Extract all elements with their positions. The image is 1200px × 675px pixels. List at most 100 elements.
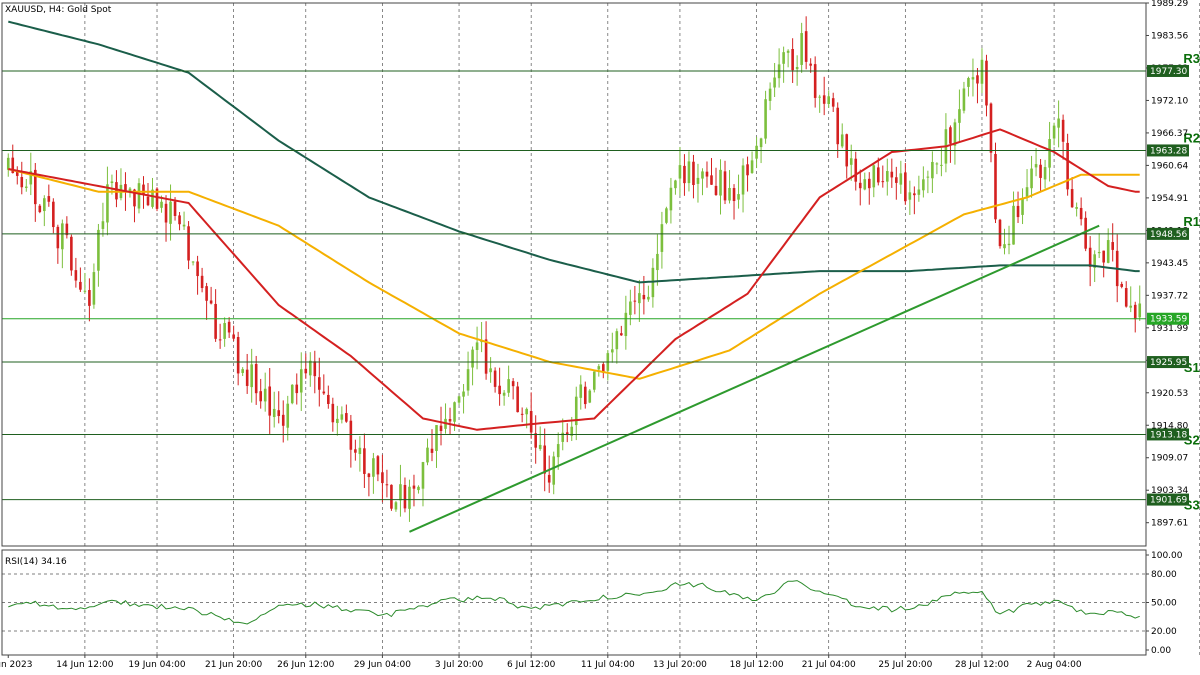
rsi-tick-label: 0.00	[1151, 646, 1171, 656]
candle-body	[967, 78, 970, 87]
candle-body	[669, 187, 673, 211]
candle-body	[471, 349, 474, 368]
candle-body	[480, 341, 483, 343]
candle-body	[719, 169, 722, 196]
candle-body	[88, 290, 91, 306]
candle-body	[633, 300, 637, 302]
candle-body	[56, 226, 60, 249]
ma-mid-line	[8, 168, 1140, 380]
candle-body	[124, 184, 127, 192]
candle-body	[272, 408, 276, 418]
candle-body	[737, 194, 740, 200]
candle-body	[665, 208, 668, 223]
level-price-tag	[1147, 227, 1189, 240]
candle-body	[268, 386, 272, 416]
level-price-tag	[1147, 493, 1189, 506]
candle-body	[358, 447, 362, 455]
candle-body	[65, 223, 69, 236]
candle-body	[755, 145, 758, 159]
candle-body	[876, 167, 880, 183]
time-tick-label: 2 Aug 04:00	[1027, 660, 1082, 670]
candle-body	[281, 414, 285, 426]
candle-body	[886, 171, 889, 182]
candle-body	[556, 444, 560, 458]
candle-body	[624, 312, 628, 337]
candle-body	[295, 384, 299, 394]
candle-body	[313, 361, 317, 377]
candle-body	[547, 474, 551, 483]
candle-body	[250, 364, 253, 388]
candle-body	[538, 444, 542, 449]
candle-body	[133, 189, 136, 207]
candle-body	[214, 303, 217, 339]
time-tick-label: 13 Jul 20:00	[653, 660, 707, 670]
candle-body	[1111, 242, 1114, 250]
candle-body	[804, 31, 808, 62]
candle-body	[741, 165, 745, 195]
candle-body	[908, 192, 912, 200]
level-price-label: 1948.56	[1150, 230, 1187, 240]
candle-body	[592, 371, 596, 390]
level-price-label: 1963.28	[1150, 146, 1187, 156]
price-tick-label: 1954.91	[1151, 194, 1188, 204]
candle-body	[980, 59, 984, 84]
candle-body	[1048, 139, 1051, 168]
candle-body	[759, 138, 763, 148]
candle-body	[15, 171, 19, 176]
candle-body	[579, 384, 583, 398]
candle-body	[182, 224, 186, 227]
candle-body	[863, 179, 867, 190]
candle-body	[70, 236, 73, 271]
candle-body	[340, 414, 344, 420]
candle-body	[899, 173, 903, 185]
level-price-label: 1933.59	[1150, 315, 1187, 325]
candle-body	[683, 165, 686, 184]
candle-body	[620, 333, 623, 336]
candle-body	[426, 447, 429, 463]
candle-body	[106, 184, 109, 223]
candle-body	[475, 342, 479, 350]
candle-body	[435, 425, 438, 452]
candle-body	[453, 402, 456, 422]
candle-body	[656, 253, 659, 271]
candle-body	[913, 193, 916, 196]
candle-body	[1079, 207, 1083, 220]
candle-body	[710, 175, 713, 185]
candle-body	[1075, 207, 1078, 209]
candle-body	[890, 171, 894, 178]
candle-body	[728, 187, 731, 201]
time-tick-label: 21 Jul 04:00	[802, 660, 856, 670]
candle-body	[583, 386, 587, 405]
candle-body	[507, 379, 510, 393]
candle-body	[412, 485, 416, 489]
price-tick-label: 1909.07	[1151, 454, 1188, 464]
candle-body	[421, 462, 425, 489]
candle-body	[74, 270, 78, 281]
level-label: R2	[1183, 130, 1200, 145]
candle-body	[1007, 243, 1011, 246]
candle-body	[462, 391, 465, 397]
candle-body	[385, 484, 389, 486]
price-tick-label: 1914.80	[1151, 421, 1188, 431]
candle-body	[236, 336, 240, 374]
candle-body	[227, 321, 231, 333]
candle-body	[38, 205, 42, 213]
rsi-tick-label: 80.00	[1151, 570, 1177, 580]
candle-body	[1133, 304, 1137, 320]
price-frame	[1, 2, 1147, 547]
candle-body	[322, 391, 326, 394]
candle-body	[543, 445, 546, 474]
candle-body	[849, 158, 853, 165]
level-price-tag	[1147, 64, 1189, 77]
candle-body	[1030, 168, 1033, 189]
price-tick-label: 1943.45	[1151, 259, 1188, 269]
rsi-tick-label: 100.00	[1151, 551, 1183, 561]
candle-body	[935, 163, 939, 165]
candle-body	[1097, 252, 1101, 254]
candle-body	[286, 403, 290, 428]
candle-body	[1106, 240, 1110, 263]
candle-body	[345, 413, 348, 422]
candle-body	[746, 164, 749, 176]
ma-long-line	[8, 20, 1140, 284]
candle-body	[931, 161, 934, 179]
